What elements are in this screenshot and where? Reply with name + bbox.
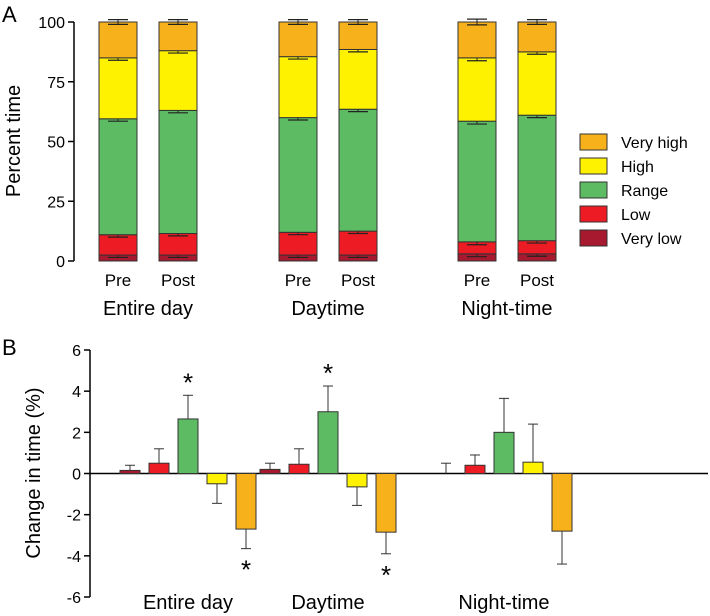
panel-a-y-axis-title: Percent time	[3, 85, 25, 197]
bar	[375, 473, 397, 533]
bar	[346, 473, 368, 488]
stacked-bar-segment	[457, 21, 497, 59]
bar	[288, 463, 310, 474]
stacked-bar-segment	[338, 21, 378, 50]
legend-label: Low	[621, 207, 651, 224]
stacked-bar-segment	[517, 51, 557, 116]
group-label: Night-time	[461, 298, 552, 320]
panel-a-chart: 0 25 50 75 100 Pre Post Pre Post Pre Post Entire da…	[38, 15, 557, 320]
stacked-bar-segment	[158, 109, 198, 235]
panel-a-y-tick-label: 25	[47, 194, 65, 211]
panel-a-y-tick-label: 50	[47, 135, 65, 152]
bar	[317, 411, 339, 474]
stacked-bar-segment	[338, 108, 378, 232]
stacked-bar-segment	[517, 114, 557, 242]
bar-sub-label: Post	[341, 271, 375, 290]
bar	[177, 418, 199, 474]
group-label: Daytime	[291, 298, 364, 320]
panel-a-y-tick-label: 75	[47, 75, 65, 92]
legend-label: Very low	[621, 231, 682, 248]
bar	[235, 473, 257, 530]
bar	[551, 473, 573, 532]
group-label: Entire day	[103, 298, 193, 320]
legend-swatch	[579, 157, 608, 175]
stacked-bar-segment	[278, 21, 318, 58]
bar-sub-label: Post	[161, 271, 195, 290]
bar	[522, 461, 544, 475]
stacked-bar-segment	[517, 21, 557, 53]
legend-swatch	[579, 229, 608, 247]
panel-b-y-tick-label: 2	[72, 425, 81, 442]
significance-marker: *	[323, 358, 333, 388]
legend-swatch	[579, 205, 608, 223]
legend-swatch	[579, 181, 608, 199]
bar	[206, 473, 228, 485]
stacked-bar-segment	[98, 21, 138, 59]
stacked-bar-segment	[158, 21, 198, 52]
panel-b-y-tick-label: 0	[72, 467, 81, 484]
significance-marker: *	[241, 555, 251, 585]
bar-sub-label: Pre	[105, 271, 131, 290]
panel-label-a: A	[2, 2, 17, 27]
bar-sub-label: Pre	[464, 271, 490, 290]
stacked-bar-segment	[98, 57, 138, 120]
bar	[119, 469, 141, 475]
category-label: Daytime	[291, 592, 364, 614]
panel-b-y-tick-label: -4	[67, 549, 81, 566]
stacked-bar-segment	[457, 57, 497, 122]
bar	[148, 462, 170, 475]
significance-marker: *	[183, 367, 193, 397]
legend-label: Range	[621, 183, 668, 200]
stacked-bar-segment	[98, 118, 138, 236]
legend-swatch	[579, 133, 608, 151]
bar-sub-label: Pre	[285, 271, 311, 290]
stacked-bar-segment	[158, 50, 198, 111]
stacked-bar-segment	[457, 120, 497, 243]
significance-marker: *	[381, 560, 391, 590]
panel-b-y-tick-label: -2	[67, 508, 81, 525]
stacked-bar-segment	[278, 56, 318, 119]
category-label: Entire day	[143, 592, 233, 614]
panel-b-y-tick-label: 6	[72, 343, 81, 360]
legend-label: High	[621, 159, 654, 176]
panel-b-y-tick-label: -6	[67, 590, 81, 607]
legend-label: Very high	[621, 135, 688, 152]
panel-a-y-tick-label: 0	[56, 254, 65, 271]
stacked-bar-segment	[98, 234, 138, 256]
panel-label-b: B	[2, 335, 17, 360]
stacked-bar-segment	[278, 117, 318, 233]
stacked-bar-segment	[278, 231, 318, 256]
stacked-bar-segment	[338, 48, 378, 110]
panel-a-y-tick-label: 100	[38, 15, 65, 32]
panel-b-y-axis-title: Change in time (%)	[23, 387, 45, 558]
bar	[464, 464, 486, 474]
bar	[493, 431, 515, 475]
category-label: Night-time	[458, 592, 549, 614]
bar-sub-label: Post	[520, 271, 554, 290]
legend: Very high High Range Low Very low	[579, 133, 688, 248]
panel-b-chart: -6 -4 -2 0 2 4 6 * * Entire day * * Daytime Night-tim…	[67, 343, 708, 614]
stacked-bar-segment	[338, 230, 378, 256]
bar	[259, 468, 281, 474]
panel-b-y-tick-label: 4	[72, 384, 81, 401]
stacked-bar-segment	[158, 233, 198, 256]
